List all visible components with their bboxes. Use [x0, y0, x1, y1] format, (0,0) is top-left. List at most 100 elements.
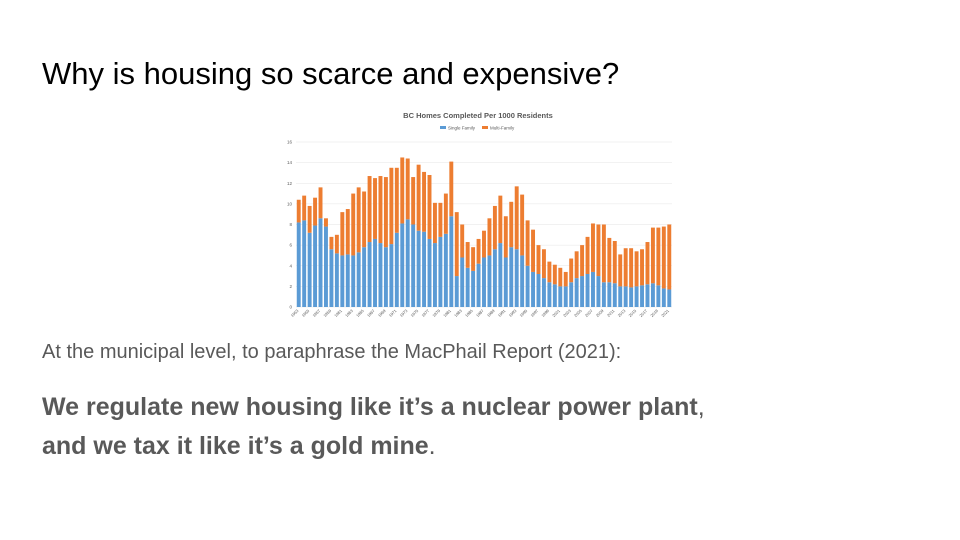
- bar-multi-family-2001: [558, 267, 563, 287]
- bar-multi-family-1956: [313, 197, 318, 226]
- x-tick-label-1955: 1955: [300, 308, 310, 318]
- bar-single-family-1977: [427, 238, 432, 307]
- bar-multi-family-1982: [454, 212, 459, 277]
- x-tick-label-2007: 2007: [584, 308, 594, 318]
- legend-label-single-family: Single Family: [448, 126, 476, 131]
- bar-single-family-1975: [416, 230, 421, 307]
- x-tick-label-1963: 1963: [344, 308, 354, 318]
- x-tick-label-2011: 2011: [606, 308, 616, 318]
- bar-single-family-1978: [432, 243, 437, 307]
- x-tick-label-2017: 2017: [638, 308, 648, 318]
- bar-single-family-1963: [351, 255, 356, 307]
- bar-single-family-1989: [492, 249, 497, 307]
- bar-single-family-1972: [400, 223, 405, 307]
- bar-single-family-1955: [307, 232, 312, 307]
- x-tick-label-1971: 1971: [388, 308, 398, 318]
- bar-multi-family-1960: [334, 234, 339, 254]
- y-tick-label-2: 2: [289, 284, 292, 289]
- bar-single-family-2013: [623, 286, 628, 307]
- bar-multi-family-1989: [492, 205, 497, 250]
- slide-title: Why is housing so scarce and expensive?: [42, 56, 620, 91]
- bar-single-family-1956: [313, 225, 318, 307]
- x-tick-label-1993: 1993: [508, 308, 518, 318]
- x-tick-label-1969: 1969: [377, 308, 387, 318]
- x-tick-label-1987: 1987: [475, 308, 485, 318]
- x-tick-label-1989: 1989: [486, 308, 496, 318]
- x-tick-label-1981: 1981: [442, 308, 452, 318]
- x-tick-label-2003: 2003: [562, 308, 572, 318]
- bar-multi-family-1996: [531, 229, 536, 272]
- chart-legend: Single Family Multi-Family: [440, 126, 515, 131]
- x-tick-label-1997: 1997: [529, 308, 539, 318]
- bar-multi-family-1985: [471, 247, 476, 271]
- bar-single-family-1980: [443, 233, 448, 307]
- bar-multi-family-1977: [427, 175, 432, 239]
- bar-multi-family-2018: [650, 227, 655, 284]
- chart-title: BC Homes Completed Per 1000 Residents: [403, 111, 553, 120]
- x-tick-label-1983: 1983: [453, 308, 463, 318]
- bar-single-family-1996: [531, 271, 536, 307]
- bar-single-family-1988: [487, 255, 492, 307]
- bar-multi-family-2009: [601, 224, 606, 283]
- bar-single-family-2009: [601, 282, 606, 307]
- bar-multi-family-1958: [324, 218, 328, 227]
- bar-multi-family-2013: [623, 248, 628, 287]
- bar-single-family-1976: [422, 231, 427, 307]
- bar-multi-family-1984: [465, 242, 470, 268]
- bar-single-family-1959: [329, 249, 334, 307]
- bar-multi-family-1980: [443, 193, 448, 234]
- quote-line-1-punct: ,: [697, 393, 705, 421]
- bar-multi-family-2003: [569, 258, 574, 283]
- quote-line-1-bold: We regulate new housing like it’s a nucl…: [42, 393, 698, 421]
- bar-single-family-1992: [509, 247, 514, 307]
- x-tick-label-1961: 1961: [333, 308, 343, 318]
- legend-swatch-multi-family: [482, 126, 488, 129]
- bar-multi-family-2005: [580, 245, 585, 277]
- bar-single-family-1964: [356, 252, 361, 307]
- x-tick-label-2019: 2019: [649, 308, 659, 318]
- quote-line-2-punct: .: [428, 432, 436, 460]
- bar-single-family-2004: [574, 278, 579, 307]
- bar-multi-family-1979: [438, 202, 443, 237]
- bar-multi-family-1953: [296, 199, 301, 223]
- bar-multi-family-2021: [667, 224, 672, 290]
- bar-multi-family-1954: [302, 195, 307, 221]
- bar-multi-family-1973: [405, 158, 410, 220]
- bar-single-family-2016: [640, 285, 644, 307]
- x-tick-label-2001: 2001: [551, 308, 561, 318]
- bar-multi-family-1983: [460, 224, 465, 258]
- bar-multi-family-2016: [640, 249, 644, 286]
- bar-multi-family-1965: [362, 191, 367, 248]
- bar-single-family-1969: [383, 247, 388, 307]
- bar-multi-family-1987: [482, 230, 486, 258]
- bar-single-family-2017: [645, 284, 650, 307]
- bar-multi-family-1972: [400, 157, 405, 224]
- bar-single-family-1973: [405, 219, 410, 307]
- bar-single-family-1957: [318, 218, 323, 307]
- bar-single-family-1993: [514, 249, 519, 307]
- bar-single-family-1968: [378, 243, 383, 307]
- x-tick-label-1991: 1991: [497, 308, 507, 318]
- bar-multi-family-2010: [607, 237, 612, 283]
- bar-multi-family-2008: [596, 224, 601, 277]
- bar-single-family-1960: [334, 253, 339, 307]
- y-tick-label-0: 0: [289, 305, 292, 310]
- bar-multi-family-1971: [394, 167, 399, 233]
- bar-single-family-1971: [394, 232, 399, 307]
- x-tick-label-1975: 1975: [409, 308, 419, 318]
- subtitle: At the municipal level, to paraphrase th…: [42, 341, 622, 363]
- x-tick-label-1967: 1967: [366, 308, 376, 318]
- bar-multi-family-1961: [340, 212, 345, 256]
- bar-single-family-1990: [498, 243, 503, 307]
- bar-multi-family-2011: [612, 241, 617, 284]
- bar-single-family-1984: [465, 267, 470, 307]
- chart-y-ticks: 0 2 4 6 8 10 12 14 16: [287, 140, 293, 310]
- y-tick-label-4: 4: [289, 263, 292, 268]
- bar-multi-family-1995: [525, 220, 530, 266]
- quote-line-2-bold: and we tax it like it’s a gold mine: [42, 432, 429, 460]
- bar-single-family-2021: [667, 289, 672, 307]
- bar-single-family-1999: [547, 282, 552, 307]
- legend-swatch-single-family: [440, 126, 446, 129]
- bar-single-family-1967: [373, 238, 377, 307]
- housing-chart: BC Homes Completed Per 1000 Residents Si…: [282, 106, 678, 330]
